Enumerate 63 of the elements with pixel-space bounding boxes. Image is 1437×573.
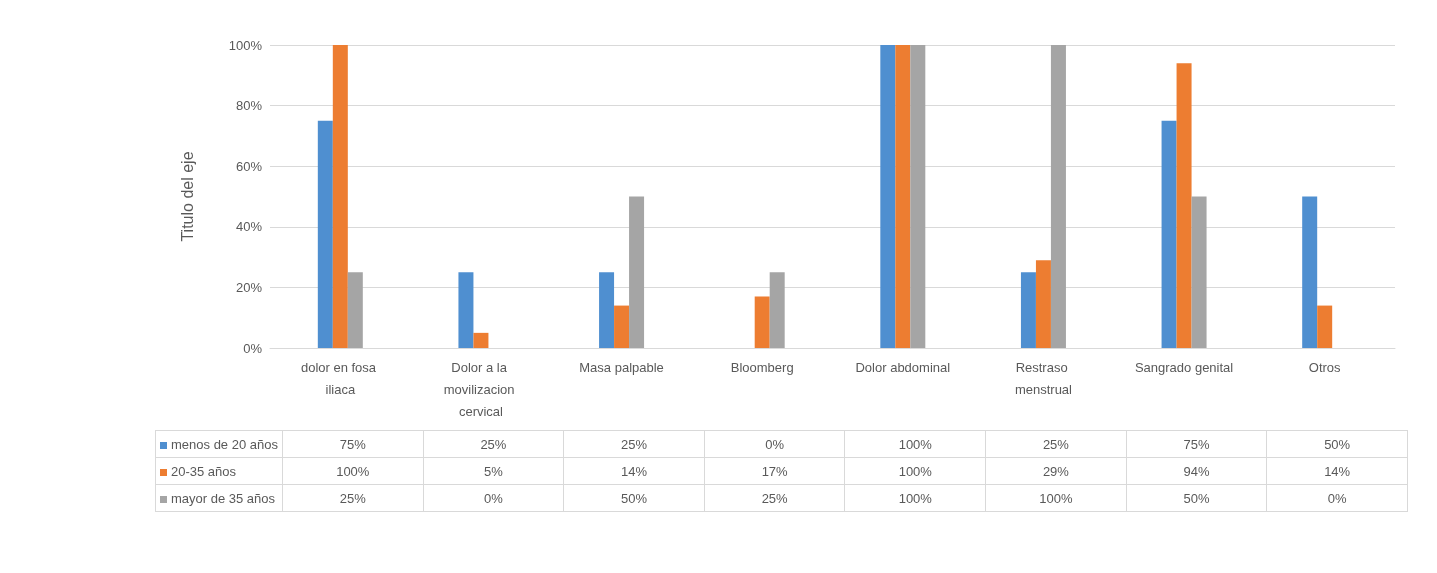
bar <box>332 45 348 348</box>
data-label: 14% <box>1266 457 1408 485</box>
data-label: 0% <box>704 430 845 458</box>
bar <box>614 305 630 348</box>
bar <box>1035 260 1051 348</box>
data-label: 100% <box>844 457 986 485</box>
data-label: 75% <box>1126 430 1267 458</box>
x-tick-label: Sangrado genital <box>1134 359 1234 375</box>
y-tick-label: 80% <box>235 98 263 114</box>
data-label: 0% <box>423 484 564 512</box>
x-tick-label: Dolor a la movilizacion cervical <box>443 359 519 419</box>
bar <box>473 332 489 348</box>
bar <box>347 272 363 348</box>
bar <box>880 45 896 348</box>
data-label: 50% <box>1126 484 1267 512</box>
data-label: 25% <box>423 430 564 458</box>
x-tick-label: dolor en fosa iliaca <box>300 359 380 397</box>
bar <box>895 45 911 348</box>
data-label: 5% <box>423 457 564 485</box>
bar <box>1020 272 1036 348</box>
data-label: 14% <box>563 457 705 485</box>
bar <box>1317 305 1333 348</box>
bar <box>754 296 770 348</box>
data-label: 0% <box>1266 484 1408 512</box>
data-label: 100% <box>282 457 424 485</box>
y-axis-title: Titulo del eje <box>178 151 196 242</box>
data-label: 75% <box>282 430 424 458</box>
legend-label: 20-35 años <box>155 457 283 485</box>
bar <box>1302 196 1318 348</box>
bar <box>1176 63 1192 348</box>
data-label: 50% <box>1266 430 1408 458</box>
data-label: 25% <box>704 484 845 512</box>
y-tick-label: 40% <box>235 219 263 235</box>
x-tick-label: Otros <box>1308 359 1342 375</box>
bar <box>910 45 926 348</box>
data-label: 100% <box>844 430 986 458</box>
data-label: 94% <box>1126 457 1267 485</box>
legend-label: mayor de 35 años <box>155 484 283 512</box>
y-tick-label: 20% <box>235 279 263 295</box>
bar <box>769 272 785 348</box>
bar <box>458 272 474 348</box>
data-label: 25% <box>282 484 424 512</box>
x-tick-label: Dolor abdominal <box>855 359 951 375</box>
data-label: 25% <box>563 430 705 458</box>
bar <box>629 196 645 348</box>
bar <box>1050 45 1066 348</box>
y-tick-label: 100% <box>228 37 263 53</box>
bar <box>599 272 615 348</box>
data-label: 29% <box>985 457 1127 485</box>
bar <box>317 120 333 348</box>
bar <box>1161 120 1177 348</box>
x-tick-label: Restraso menstrual <box>1014 359 1073 397</box>
data-label: 100% <box>985 484 1127 512</box>
data-label: 100% <box>844 484 986 512</box>
data-label: 50% <box>563 484 705 512</box>
data-label: 25% <box>985 430 1127 458</box>
y-tick-label: 0% <box>243 340 263 356</box>
bar <box>1191 196 1207 348</box>
legend-label: menos de 20 años <box>155 430 283 458</box>
x-tick-label: Masa palpable <box>579 359 664 375</box>
y-tick-label: 60% <box>235 158 263 174</box>
x-tick-label: Bloomberg <box>730 359 794 375</box>
data-label: 17% <box>704 457 845 485</box>
